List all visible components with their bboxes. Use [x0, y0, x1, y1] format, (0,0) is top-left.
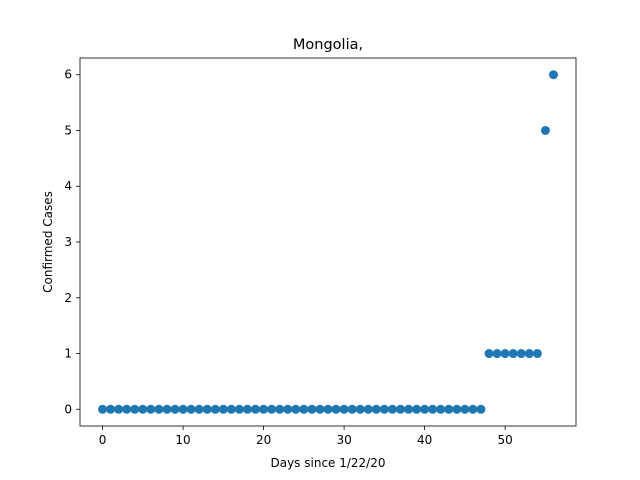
chart-title: Mongolia,	[293, 37, 363, 53]
data-point	[194, 404, 204, 414]
y-tick-label: 6	[64, 68, 72, 82]
data-point	[130, 404, 140, 414]
data-point	[412, 404, 422, 414]
data-point	[186, 404, 196, 414]
data-point	[404, 404, 414, 414]
data-point	[283, 404, 293, 414]
data-point	[267, 404, 277, 414]
data-point	[524, 349, 534, 359]
data-point	[138, 404, 148, 414]
data-point	[363, 404, 373, 414]
data-point	[540, 125, 550, 135]
x-axis-label: Days since 1/22/20	[270, 456, 385, 470]
data-point	[251, 404, 261, 414]
x-tick-label: 0	[99, 433, 107, 447]
data-point	[532, 349, 542, 359]
data-point	[122, 404, 132, 414]
data-point	[234, 404, 244, 414]
data-point	[259, 404, 269, 414]
x-tick-label: 40	[417, 433, 432, 447]
data-point	[500, 349, 510, 359]
y-axis-label: Confirmed Cases	[41, 191, 55, 293]
data-point	[476, 404, 486, 414]
x-tick-label: 30	[336, 433, 351, 447]
data-point	[307, 404, 317, 414]
data-point	[106, 404, 116, 414]
x-axis-ticks: 0 10 20 30 40 50	[99, 426, 513, 447]
data-points	[98, 70, 558, 414]
data-point	[98, 404, 108, 414]
data-point	[275, 404, 285, 414]
data-point	[178, 404, 188, 414]
data-point	[218, 404, 228, 414]
data-point	[226, 404, 236, 414]
y-axis-ticks: 0 1 2 3 4 5 6	[64, 68, 80, 416]
x-tick-label: 50	[498, 433, 513, 447]
data-point	[444, 404, 454, 414]
x-tick-label: 10	[175, 433, 190, 447]
data-point	[371, 404, 381, 414]
x-tick-label: 20	[256, 433, 271, 447]
data-point	[428, 404, 438, 414]
data-point	[508, 349, 518, 359]
data-point	[548, 70, 558, 80]
data-point	[387, 404, 397, 414]
data-point	[339, 404, 349, 414]
data-point	[331, 404, 341, 414]
y-tick-label: 3	[64, 235, 72, 249]
data-point	[162, 404, 172, 414]
y-tick-label: 1	[64, 347, 72, 361]
data-point	[210, 404, 220, 414]
y-tick-label: 0	[64, 402, 72, 416]
data-point	[460, 404, 470, 414]
data-point	[323, 404, 333, 414]
data-point	[146, 404, 156, 414]
data-point	[379, 404, 389, 414]
y-tick-label: 4	[64, 179, 72, 193]
data-point	[484, 349, 494, 359]
data-point	[170, 404, 180, 414]
y-tick-label: 2	[64, 291, 72, 305]
data-point	[202, 404, 212, 414]
data-point	[291, 404, 301, 414]
data-point	[299, 404, 309, 414]
data-point	[436, 404, 446, 414]
data-point	[420, 404, 430, 414]
data-point	[492, 349, 502, 359]
data-point	[347, 404, 357, 414]
data-point	[315, 404, 325, 414]
data-point	[452, 404, 462, 414]
data-point	[516, 349, 526, 359]
data-point	[114, 404, 124, 414]
data-point	[355, 404, 365, 414]
data-point	[395, 404, 405, 414]
data-point	[468, 404, 478, 414]
data-point	[154, 404, 164, 414]
y-tick-label: 5	[64, 123, 72, 137]
data-point	[242, 404, 252, 414]
